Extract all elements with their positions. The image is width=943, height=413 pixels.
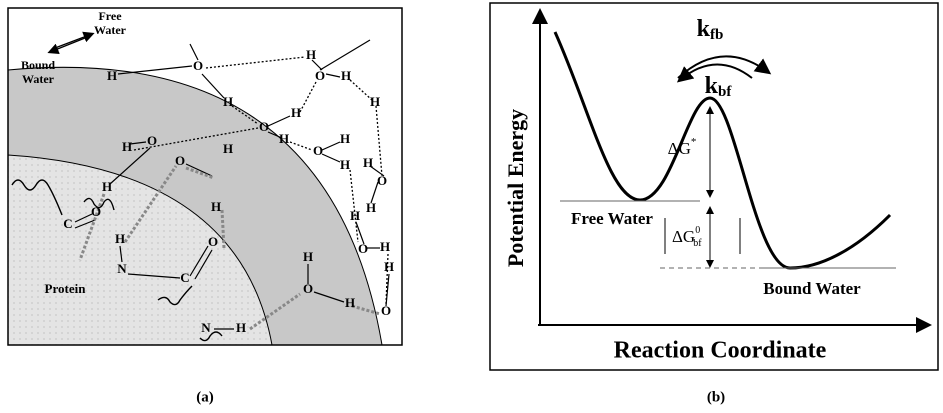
- atom-label: O: [208, 234, 218, 249]
- k-base: k: [697, 16, 711, 42]
- atom-label: O: [377, 173, 387, 188]
- free-water-label: Free Water: [571, 209, 653, 228]
- atom-label: H: [306, 47, 316, 62]
- atom-label: H: [223, 94, 233, 109]
- atom-label: H: [341, 68, 351, 83]
- free-water-label: Free Water: [94, 9, 127, 37]
- atom-label: N: [201, 320, 211, 335]
- atom-label: H: [340, 131, 350, 146]
- atom-label: H: [279, 131, 289, 146]
- atom-label: H: [370, 94, 380, 109]
- atom-label: O: [175, 153, 185, 168]
- atom-label: H: [380, 239, 390, 254]
- atom-label: O: [91, 204, 101, 219]
- atom-label: H: [363, 155, 373, 170]
- atom-label: H: [211, 199, 221, 214]
- atom-label: H: [345, 295, 355, 310]
- atom-label: O: [313, 143, 323, 158]
- atom-label: O: [259, 119, 269, 134]
- atom-label: O: [147, 133, 157, 148]
- k-base: k: [705, 73, 719, 99]
- bonds: [74, 39, 390, 330]
- label-line: Bound: [21, 58, 55, 72]
- sub: bf: [693, 238, 702, 249]
- label-line: Water: [22, 72, 55, 86]
- protein-region: [8, 154, 273, 345]
- atom-label: H: [223, 141, 233, 156]
- atom-label: H: [122, 139, 132, 154]
- x-axis-label: Reaction Coordinate: [614, 338, 827, 364]
- panel-b: kfb kbf ΔG* Free Water ΔG0 bf Bound Water…: [489, 2, 939, 371]
- atom-label: H: [291, 105, 301, 120]
- k-sub: bf: [718, 84, 732, 100]
- atom-label: H: [303, 249, 313, 264]
- atom-label: O: [193, 58, 203, 73]
- k-bf: kbf: [705, 73, 733, 101]
- symbol: ΔG: [668, 139, 691, 158]
- atom-label: O: [303, 281, 313, 296]
- bound-water-label: Bound Water: [21, 58, 55, 86]
- sup: *: [691, 136, 697, 148]
- hydrogen-bonds: [133, 56, 389, 305]
- atom-label: C: [180, 270, 189, 285]
- atom-label: O: [381, 303, 391, 318]
- atom-label: N: [117, 261, 127, 276]
- panel-frame: [489, 2, 939, 371]
- k-sub: fb: [710, 27, 723, 43]
- panel-frame: [7, 7, 403, 346]
- delta-g-binding: ΔG0 bf: [672, 225, 702, 249]
- atom-label: O: [358, 241, 368, 256]
- atom-label: H: [340, 157, 350, 172]
- atom-label: H: [115, 231, 125, 246]
- atom-label: H: [236, 320, 246, 335]
- label-line: Free: [98, 9, 122, 23]
- label-line: Water: [94, 23, 127, 37]
- atom-label: O: [315, 68, 325, 83]
- sup: 0: [695, 225, 700, 236]
- caption: (a): [196, 389, 214, 405]
- protein-label: Protein: [45, 281, 87, 296]
- y-axis-label: Potential Energy: [503, 109, 528, 267]
- energy-curve: [553, 31, 892, 270]
- k-fb: kfb: [697, 16, 724, 44]
- delta-g-barrier: ΔG*: [668, 136, 697, 158]
- atom-label: C: [63, 216, 72, 231]
- atom-label: H: [350, 208, 360, 223]
- atom-label: H: [107, 68, 117, 83]
- atom-label: H: [366, 200, 376, 215]
- symbol: ΔG: [672, 227, 695, 246]
- bound-water-label: Bound Water: [763, 279, 861, 298]
- caption: (b): [707, 389, 725, 405]
- atom-label: H: [384, 259, 394, 274]
- atom-label: H: [102, 179, 112, 194]
